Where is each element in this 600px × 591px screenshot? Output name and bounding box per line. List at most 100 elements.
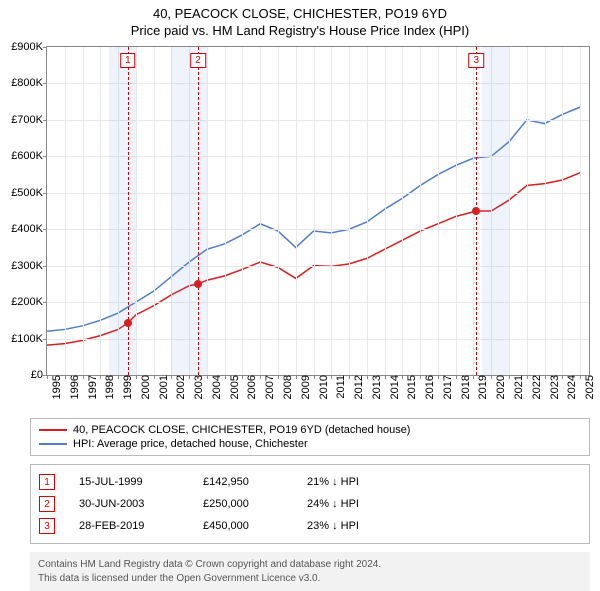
- sale-marker-label: 3: [469, 53, 485, 68]
- x-axis-label: 2006: [242, 375, 258, 399]
- legend-row: HPI: Average price, detached house, Chic…: [39, 437, 581, 451]
- x-axis-label: 2009: [296, 375, 312, 399]
- sales-table: 1 15-JUL-1999 £142,950 21% ↓ HPI 2 30-JUN-200…: [30, 464, 590, 544]
- x-axis-label: 2007: [260, 375, 276, 399]
- sale-row-badge: 1: [39, 474, 55, 490]
- x-axis-label: 1997: [83, 375, 99, 399]
- shaded-band: [109, 47, 136, 375]
- chart-title-block: 40, PEACOCK CLOSE, CHICHESTER, PO19 6YD …: [0, 0, 600, 38]
- sale-row: 1 15-JUL-1999 £142,950 21% ↓ HPI: [39, 471, 581, 493]
- legend-label: 40, PEACOCK CLOSE, CHICHESTER, PO19 6YD …: [73, 424, 410, 436]
- x-axis-label: 2023: [545, 375, 561, 399]
- x-axis-label: 2005: [225, 375, 241, 399]
- x-axis-label: 2014: [385, 375, 401, 399]
- gridline-v: [278, 47, 279, 375]
- plot-area: £0£100K£200K£300K£400K£500K£600K£700K£80…: [46, 46, 590, 376]
- gridline-v: [260, 47, 261, 375]
- y-axis-label: £700K: [11, 114, 47, 126]
- sale-row-date: 15-JUL-1999: [79, 476, 179, 488]
- gridline-v: [385, 47, 386, 375]
- gridline-v: [562, 47, 563, 375]
- x-axis-label: 2008: [278, 375, 294, 399]
- footer-line1: Contains HM Land Registry data © Crown c…: [38, 558, 582, 572]
- chart-area: £0£100K£200K£300K£400K£500K£600K£700K£80…: [46, 46, 590, 376]
- sale-row-delta: 24% ↓ HPI: [307, 498, 397, 510]
- sale-row: 2 30-JUN-2003 £250,000 24% ↓ HPI: [39, 493, 581, 515]
- x-axis-label: 1995: [47, 375, 63, 399]
- gridline-v: [527, 47, 528, 375]
- sale-row-delta: 21% ↓ HPI: [307, 476, 397, 488]
- gridline-v: [296, 47, 297, 375]
- x-axis-label: 2003: [189, 375, 205, 399]
- x-axis-label: 2025: [580, 375, 596, 399]
- shaded-band: [171, 47, 207, 375]
- shaded-band: [482, 47, 509, 375]
- legend-label: HPI: Average price, detached house, Chic…: [73, 438, 308, 450]
- y-axis-label: £900K: [11, 41, 47, 53]
- gridline-v: [367, 47, 368, 375]
- x-axis-label: 1998: [100, 375, 116, 399]
- gridline-v: [314, 47, 315, 375]
- sale-dot: [124, 319, 132, 327]
- x-axis-label: 2012: [349, 375, 365, 399]
- gridline-v: [83, 47, 84, 375]
- gridline-v: [349, 47, 350, 375]
- x-axis-label: 2022: [527, 375, 543, 399]
- x-axis-label: 1996: [65, 375, 81, 399]
- chart-title-line2: Price paid vs. HM Land Registry's House …: [0, 23, 600, 38]
- gridline-v: [580, 47, 581, 375]
- y-axis-label: £0: [31, 369, 47, 381]
- sale-row-badge: 2: [39, 496, 55, 512]
- gridline-v: [545, 47, 546, 375]
- x-axis-label: 2011: [331, 375, 347, 399]
- gridline-v: [420, 47, 421, 375]
- chart-title-line1: 40, PEACOCK CLOSE, CHICHESTER, PO19 6YD: [0, 6, 600, 21]
- sale-row-price: £250,000: [203, 498, 283, 510]
- gridline-v: [331, 47, 332, 375]
- x-axis-label: 2015: [402, 375, 418, 399]
- gridline-v: [402, 47, 403, 375]
- gridline-v: [100, 47, 101, 375]
- x-axis-label: 2013: [367, 375, 383, 399]
- gridline-v: [456, 47, 457, 375]
- x-axis-label: 2017: [438, 375, 454, 399]
- x-axis-label: 2019: [473, 375, 489, 399]
- x-axis-label: 2000: [136, 375, 152, 399]
- sale-row-price: £142,950: [203, 476, 283, 488]
- y-axis-label: £500K: [11, 187, 47, 199]
- sale-marker-label: 1: [120, 53, 136, 68]
- sale-row-date: 30-JUN-2003: [79, 498, 179, 510]
- x-axis-label: 2020: [491, 375, 507, 399]
- gridline-v: [136, 47, 137, 375]
- x-axis-label: 2001: [154, 375, 170, 399]
- sale-row-price: £450,000: [203, 520, 283, 532]
- x-axis-label: 2024: [562, 375, 578, 399]
- gridline-v: [242, 47, 243, 375]
- y-axis-label: £800K: [11, 77, 47, 89]
- sale-row-date: 28-FEB-2019: [79, 520, 179, 532]
- gridline-v: [438, 47, 439, 375]
- attribution-footer: Contains HM Land Registry data © Crown c…: [30, 552, 590, 591]
- sale-dot: [194, 280, 202, 288]
- x-axis-label: 2004: [207, 375, 223, 399]
- legend: 40, PEACOCK CLOSE, CHICHESTER, PO19 6YD …: [30, 418, 590, 456]
- y-axis-label: £400K: [11, 223, 47, 235]
- gridline-v: [207, 47, 208, 375]
- sale-row-delta: 23% ↓ HPI: [307, 520, 397, 532]
- sale-marker-line: [198, 47, 199, 375]
- sale-dot: [472, 207, 480, 215]
- sale-row-badge: 3: [39, 518, 55, 534]
- gridline-v: [225, 47, 226, 375]
- sale-marker-label: 2: [190, 53, 206, 68]
- x-axis-label: 2010: [314, 375, 330, 399]
- x-axis-label: 2002: [171, 375, 187, 399]
- gridline-v: [509, 47, 510, 375]
- x-axis-label: 2016: [420, 375, 436, 399]
- gridline-v: [65, 47, 66, 375]
- y-axis-label: £600K: [11, 150, 47, 162]
- y-axis-label: £300K: [11, 260, 47, 272]
- y-axis-label: £100K: [11, 333, 47, 345]
- sale-row: 3 28-FEB-2019 £450,000 23% ↓ HPI: [39, 515, 581, 537]
- x-axis-label: 2018: [456, 375, 472, 399]
- legend-row: 40, PEACOCK CLOSE, CHICHESTER, PO19 6YD …: [39, 423, 581, 437]
